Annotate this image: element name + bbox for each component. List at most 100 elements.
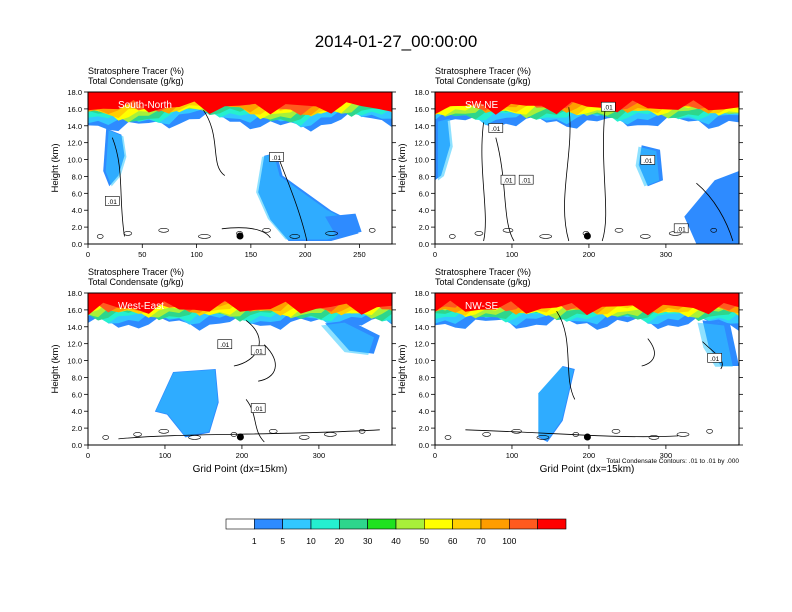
y-axis-label: Height (km) — [397, 143, 408, 192]
y-tick-label: 10.0 — [67, 357, 82, 366]
plot-frame — [434, 292, 740, 446]
y-tick-label: 18.0 — [414, 289, 429, 298]
condensate-contour — [324, 432, 337, 437]
y-tick-label: 8.0 — [72, 373, 82, 382]
location-marker — [583, 433, 591, 441]
colorbar: 1 5 10 20 30 40 50 60 70 100 — [225, 518, 567, 546]
condensate-contour — [614, 228, 624, 233]
contour-label: .01 — [108, 199, 117, 206]
contour-label-box — [217, 339, 233, 350]
location-marker — [583, 232, 591, 240]
y-tick-label: 2.0 — [72, 424, 82, 433]
x-tick-label: 200 — [583, 451, 596, 460]
x-tick-label: 150 — [245, 250, 258, 259]
x-tick-label: 0 — [86, 451, 90, 460]
condensate-contour — [123, 231, 133, 236]
location-marker — [236, 433, 244, 441]
contour-footnote: Total Condensate Contours: .01 to .01 by… — [606, 458, 739, 465]
condensate-contour — [495, 137, 515, 242]
y-axis-label: Height (km) — [50, 344, 61, 393]
y-tick-label: 12.0 — [67, 139, 82, 148]
y-tick-label: 4.0 — [419, 206, 429, 215]
tracer-band-top — [435, 293, 739, 316]
condensate-contour — [556, 310, 576, 400]
contour-label: .01 — [254, 406, 263, 413]
figure-title: 2014-01-27_00:00:00 — [314, 32, 478, 51]
condensate-contour — [198, 234, 211, 239]
tracer-band-top — [435, 92, 739, 115]
plot-frame — [87, 91, 393, 245]
x-tick-label: 100 — [159, 451, 172, 460]
y-tick-label: 10.0 — [414, 156, 429, 165]
x-tick-label: 0 — [86, 250, 90, 259]
colorbar-label: 40 — [391, 536, 401, 546]
tracer-band-top — [88, 92, 392, 115]
colorbar-box — [254, 518, 283, 530]
y-tick-label: 8.0 — [419, 172, 429, 181]
condensate-contour — [564, 107, 571, 242]
condensate-contour — [276, 152, 308, 242]
contour-label: .01 — [522, 178, 531, 185]
contour-label: .01 — [220, 342, 229, 349]
location-marker — [236, 232, 244, 240]
colorbar-box — [282, 518, 312, 530]
condensate-contour — [640, 234, 651, 239]
x-tick-label: 100 — [506, 451, 519, 460]
contour-field-label: Total Condensate (g/kg) — [435, 277, 531, 287]
colorbar-label: 50 — [420, 536, 430, 546]
y-tick-label: 12.0 — [414, 139, 429, 148]
condensate-contour — [262, 228, 271, 233]
contour-label-box — [518, 174, 534, 185]
colorbar-box — [452, 518, 482, 530]
condensate-contour — [96, 234, 104, 239]
contour-label: .01 — [503, 178, 512, 185]
fill-field-label: Stratosphere Tracer (%) — [88, 267, 184, 277]
colorbar-label: 20 — [335, 536, 345, 546]
panel-name-label: South-North — [118, 100, 172, 111]
contour-label-box — [269, 152, 284, 162]
y-tick-label: 6.0 — [72, 189, 82, 198]
y-tick-label: 18.0 — [67, 88, 82, 97]
y-tick-label: 12.0 — [67, 340, 82, 349]
y-tick-label: 14.0 — [67, 323, 82, 332]
condensate-contour — [325, 231, 338, 236]
y-tick-label: 16.0 — [414, 306, 429, 315]
panel-name-label: SW-NE — [465, 100, 498, 111]
y-axis-label: Height (km) — [50, 143, 61, 192]
x-tick-label: 200 — [236, 451, 249, 460]
condensate-contour — [536, 435, 550, 440]
condensate-contour — [611, 429, 621, 434]
chart-panel: .01 .01 South-North Stratosphere Tracer (%)… — [50, 66, 396, 259]
x-tick-label: 200 — [299, 250, 312, 259]
contour-field-label: Total Condensate (g/kg) — [435, 76, 531, 86]
tracer-plume-core — [155, 369, 218, 437]
x-tick-label: 0 — [433, 451, 437, 460]
condensate-contour — [268, 429, 278, 434]
contour-label-box — [488, 123, 504, 133]
condensate-contour — [641, 338, 655, 367]
x-tick-label: 100 — [190, 250, 203, 259]
condensate-contour — [133, 432, 142, 437]
fill-field-label: Stratosphere Tracer (%) — [88, 66, 184, 76]
contour-label-box — [673, 223, 689, 234]
colorbar-box — [310, 518, 340, 530]
y-tick-label: 0.0 — [72, 441, 82, 450]
x-axis-label: Grid Point (dx=15km) — [540, 464, 635, 475]
x-axis-label: Grid Point (dx=15km) — [193, 464, 288, 475]
condensate-contour — [482, 432, 491, 437]
contour-label-box — [250, 345, 266, 356]
y-tick-label: 16.0 — [414, 105, 429, 114]
contour-label: .01 — [710, 356, 719, 363]
contour-label-box — [601, 101, 616, 112]
x-tick-label: 200 — [583, 250, 596, 259]
y-axis-label: Height (km) — [397, 344, 408, 393]
contour-label-box — [707, 353, 723, 363]
tracer-plume — [684, 171, 739, 244]
tracer-band-top — [88, 293, 392, 316]
y-tick-label: 2.0 — [419, 223, 429, 232]
colorbar-box — [423, 518, 453, 530]
y-tick-label: 6.0 — [72, 390, 82, 399]
y-tick-label: 10.0 — [67, 156, 82, 165]
colorbar-label: 60 — [448, 536, 458, 546]
